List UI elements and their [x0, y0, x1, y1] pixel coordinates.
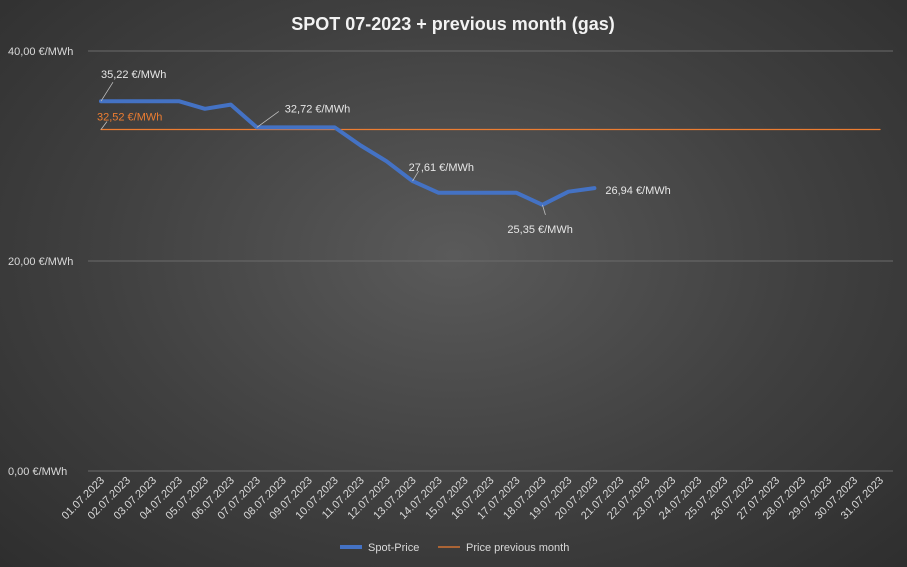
y-tick-label: 40,00 €/MWh — [8, 46, 73, 58]
chart-title: SPOT 07-2023 + previous month (gas) — [291, 14, 615, 34]
data-label-leader — [100, 81, 114, 102]
legend-label: Price previous month — [466, 542, 569, 554]
data-label: 32,72 €/MWh — [285, 103, 350, 115]
data-label-leader — [100, 121, 108, 130]
series-lines — [99, 99, 881, 207]
data-label-leader — [542, 204, 546, 215]
data-label: 35,22 €/MWh — [101, 69, 166, 81]
data-label: 32,52 €/MWh — [97, 112, 162, 124]
y-axis-ticks: 0,00 €/MWh 20,00 €/MWh 40,00 €/MWh — [8, 46, 73, 478]
data-label: 26,94 €/MWh — [605, 185, 670, 197]
data-label: 27,61 €/MWh — [409, 162, 474, 174]
series-line-spot-price — [99, 99, 597, 207]
legend-label: Spot-Price — [368, 542, 419, 554]
y-tick-label: 0,00 €/MWh — [8, 466, 67, 478]
x-axis-ticks: 01.07.202302.07.202303.07.202304.07.2023… — [60, 475, 886, 522]
gridlines — [88, 50, 893, 472]
data-labels: 35,22 €/MWh 32,72 €/MWh 27,61 €/MWh 25,35 €… — [97, 69, 671, 236]
data-label: 25,35 €/MWh — [507, 224, 572, 236]
y-tick-label: 20,00 €/MWh — [8, 256, 73, 268]
data-label-leader — [412, 170, 419, 182]
data-label-leader — [256, 111, 280, 128]
legend: Spot-Price Price previous month — [340, 542, 569, 554]
